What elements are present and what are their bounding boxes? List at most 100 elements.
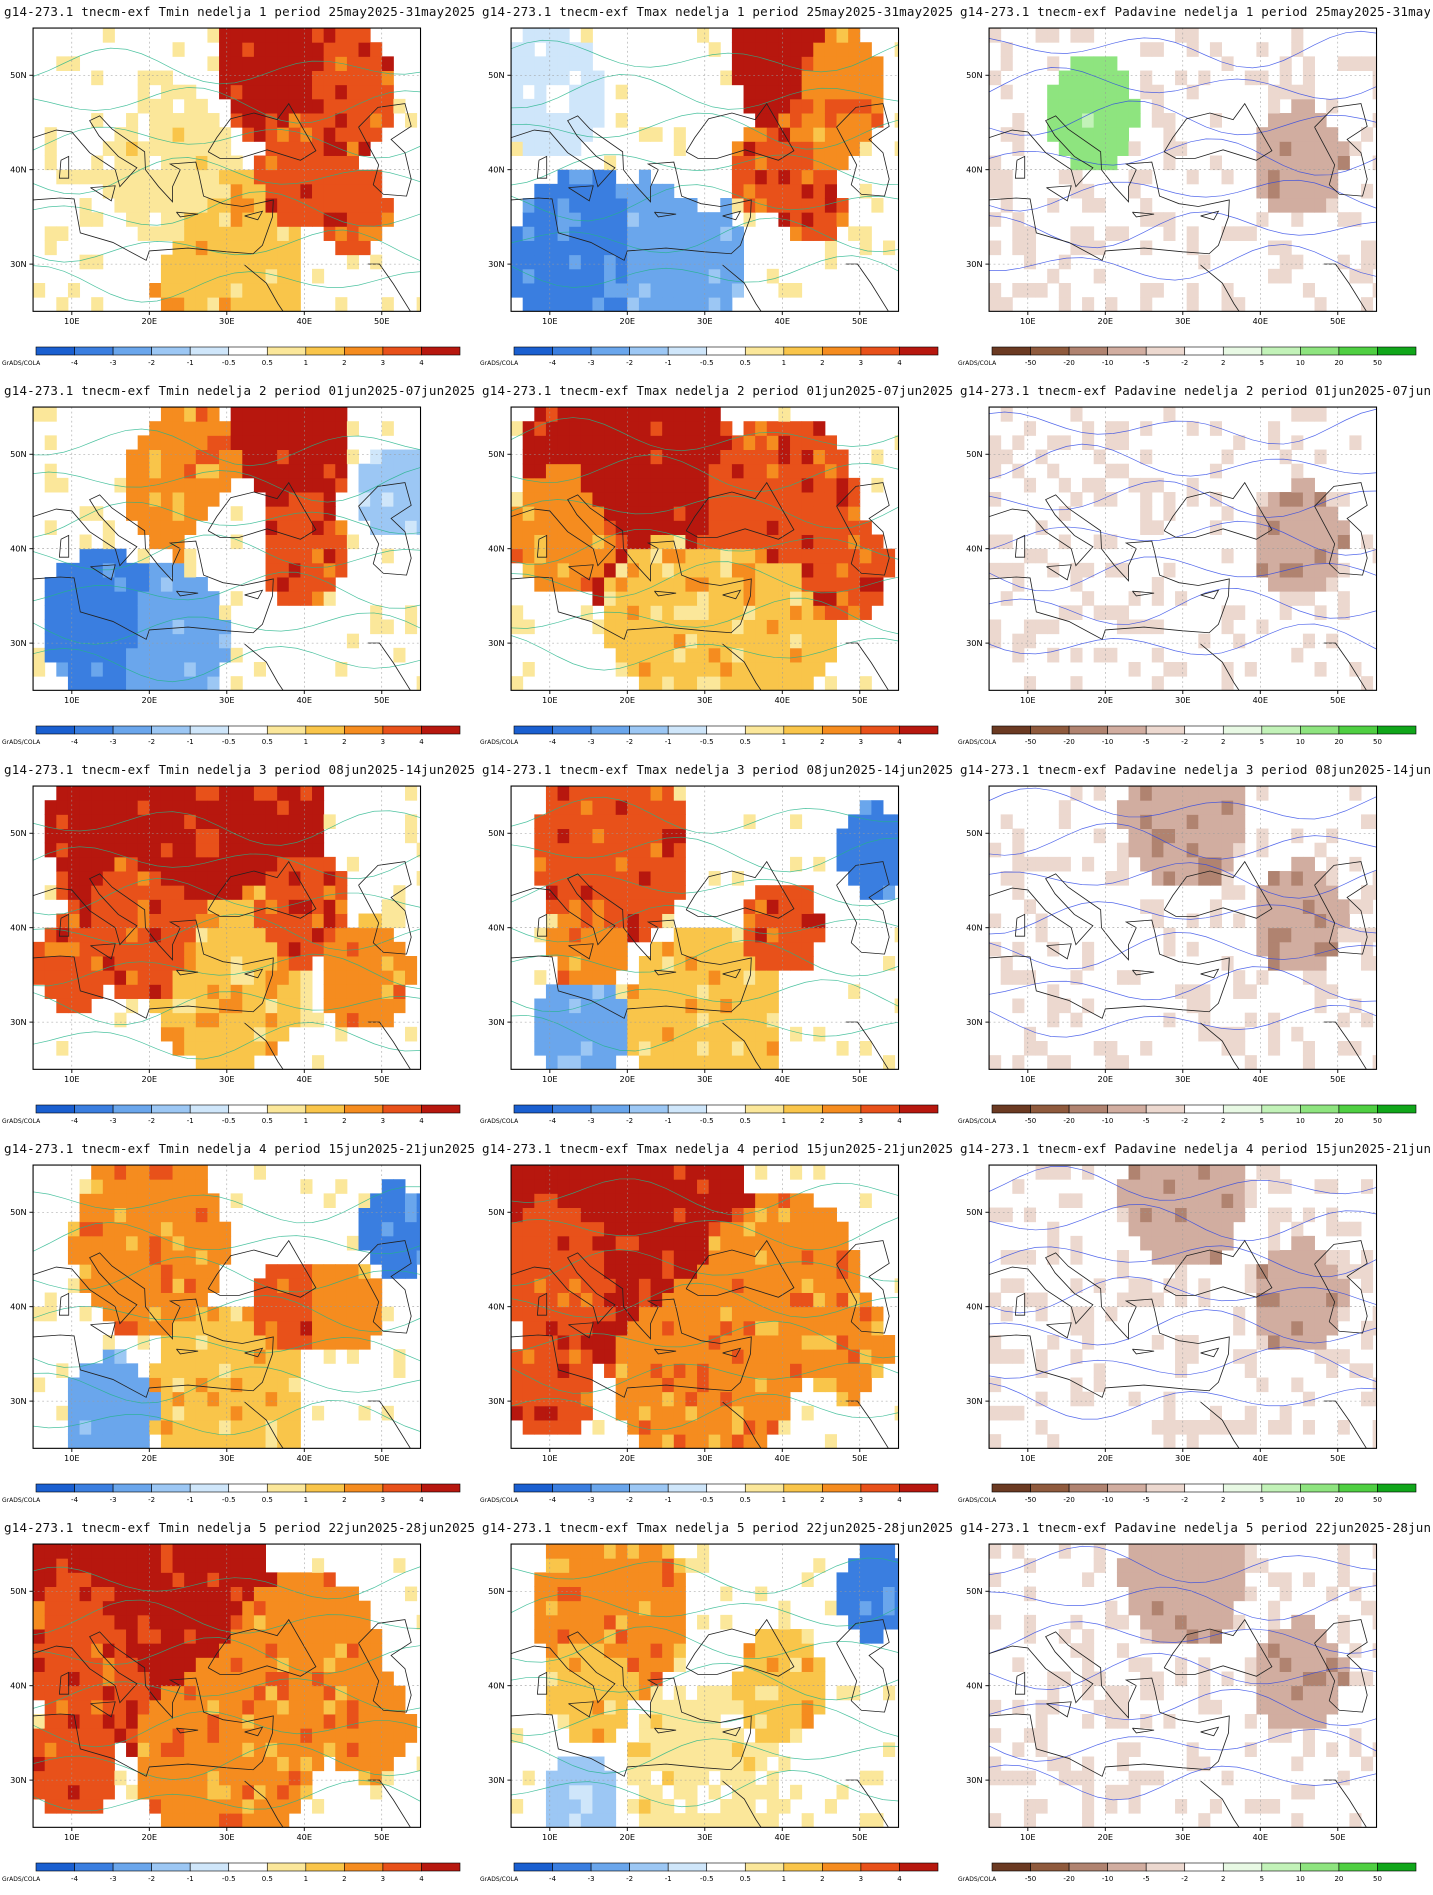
colorbar-label: -5 bbox=[1143, 1117, 1150, 1125]
colorbar-label: -1 bbox=[665, 1496, 672, 1504]
lon-tick-label: 10E bbox=[1020, 1074, 1036, 1084]
colorbar-label: -1 bbox=[187, 1875, 194, 1883]
lat-tick-label: 40N bbox=[488, 543, 505, 553]
colorbar-label: -4 bbox=[71, 1496, 79, 1504]
map-panel: g14-273.1 tnecm-exf Tmin nedelja 3 perio… bbox=[0, 758, 478, 1137]
colorbar-swatch bbox=[822, 1862, 862, 1872]
colorbar-swatch bbox=[1184, 725, 1224, 735]
colorbar-label: -0.5 bbox=[222, 1117, 236, 1125]
colorbar-swatch bbox=[1338, 1104, 1378, 1114]
colorbar-label: -4 bbox=[71, 1875, 79, 1883]
colorbar-swatch bbox=[899, 1862, 939, 1872]
colorbar-swatch bbox=[706, 725, 746, 735]
colorbar-label: 4 bbox=[897, 1496, 902, 1504]
lon-tick-label: 20E bbox=[1097, 695, 1113, 705]
colorbar-swatch bbox=[629, 1483, 669, 1493]
colorbar-label: -2 bbox=[1181, 1875, 1188, 1883]
colorbar: -4 -3 -2 -1 -0.5 0.5 1 2 3 4 GrADS/COLA bbox=[2, 1862, 461, 1883]
colorbar-swatch bbox=[1068, 725, 1108, 735]
lon-tick-label: 50E bbox=[1330, 1074, 1346, 1084]
lon-tick-label: 30E bbox=[219, 695, 235, 705]
colorbar-swatch bbox=[899, 1483, 939, 1493]
lon-tick-label: 40E bbox=[296, 1074, 312, 1084]
colorbar-label: -3 bbox=[588, 1117, 595, 1125]
colorbar-label: -2 bbox=[1181, 1496, 1188, 1504]
lat-tick-label: 50N bbox=[488, 1207, 505, 1217]
colorbar-swatch bbox=[382, 725, 422, 735]
lat-tick-label: 30N bbox=[10, 638, 27, 648]
colorbar-swatch bbox=[744, 725, 785, 735]
lon-tick-label: 50E bbox=[1330, 1453, 1346, 1463]
colorbar-label: 4 bbox=[419, 738, 424, 746]
shaded-field bbox=[511, 1165, 899, 1449]
colorbar-swatch bbox=[744, 346, 785, 356]
grads-credit: GrADS/COLA bbox=[480, 360, 519, 367]
colorbar-swatch bbox=[860, 725, 900, 735]
colorbar-swatch bbox=[1377, 1104, 1417, 1114]
lon-tick-label: 50E bbox=[852, 1074, 868, 1084]
colorbar-swatch bbox=[266, 346, 307, 356]
colorbar-swatch bbox=[783, 346, 823, 356]
colorbar-swatch bbox=[228, 1104, 268, 1114]
colorbar: -4 -3 -2 -1 -0.5 0.5 1 2 3 4 GrADS/COLA bbox=[480, 1483, 939, 1504]
grads-credit: GrADS/COLA bbox=[2, 1876, 41, 1883]
colorbar-swatch bbox=[35, 346, 75, 356]
colorbar-swatch bbox=[382, 1483, 422, 1493]
colorbar-swatch bbox=[991, 725, 1031, 735]
lon-tick-label: 30E bbox=[219, 316, 235, 326]
lat-tick-label: 50N bbox=[966, 828, 983, 838]
colorbar-swatch bbox=[305, 346, 345, 356]
lat-tick-label: 30N bbox=[10, 1775, 27, 1785]
colorbar-label: 4 bbox=[897, 738, 902, 746]
colorbar-swatch bbox=[1222, 1104, 1263, 1114]
colorbar-label: 50 bbox=[1373, 1496, 1382, 1504]
lon-tick-label: 50E bbox=[374, 1074, 390, 1084]
colorbar-label: 4 bbox=[897, 359, 902, 367]
colorbar-swatch bbox=[421, 1862, 461, 1872]
colorbar-label: -2 bbox=[148, 738, 155, 746]
colorbar-label: -1 bbox=[187, 1117, 194, 1125]
colorbar: -50 -20 -10 -5 -2 2 5 10 20 50 GrADS/COLA bbox=[958, 1862, 1417, 1883]
colorbar-label: -0.5 bbox=[700, 738, 714, 746]
shaded-field bbox=[511, 786, 899, 1070]
colorbar-label: -5 bbox=[1143, 738, 1150, 746]
shaded-field bbox=[511, 407, 899, 691]
colorbar-swatch bbox=[189, 1483, 230, 1493]
map-plot: 10E 20E 30E 40E 50E 30N 40N 50N bbox=[966, 27, 1378, 326]
lat-tick-label: 40N bbox=[488, 1680, 505, 1690]
colorbar: -4 -3 -2 -1 -0.5 0.5 1 2 3 4 GrADS/COLA bbox=[2, 1104, 461, 1125]
colorbar-label: 4 bbox=[419, 1496, 424, 1504]
grads-credit: GrADS/COLA bbox=[958, 1118, 997, 1125]
panel-title: g14-273.1 tnecm-exf Padavine nedelja 4 p… bbox=[960, 1141, 1430, 1156]
colorbar-swatch bbox=[1145, 346, 1186, 356]
colorbar-swatch bbox=[590, 1862, 630, 1872]
panel-title: g14-273.1 tnecm-exf Tmin nedelja 2 perio… bbox=[4, 383, 474, 398]
shaded-field bbox=[989, 1165, 1377, 1449]
colorbar-label: -3 bbox=[110, 1875, 117, 1883]
panel-title: g14-273.1 tnecm-exf Tmin nedelja 4 perio… bbox=[4, 1141, 474, 1156]
colorbar-swatch bbox=[513, 346, 553, 356]
colorbar-swatch bbox=[991, 346, 1031, 356]
colorbar-swatch bbox=[552, 1862, 592, 1872]
colorbar-label: -0.5 bbox=[222, 738, 236, 746]
colorbar-swatch bbox=[1068, 1104, 1108, 1114]
lon-tick-label: 30E bbox=[697, 695, 713, 705]
colorbar-swatch bbox=[1300, 1104, 1340, 1114]
colorbar-swatch bbox=[991, 1104, 1031, 1114]
lon-tick-label: 50E bbox=[1330, 695, 1346, 705]
colorbar-swatch bbox=[783, 1862, 823, 1872]
colorbar-label: -0.5 bbox=[700, 1117, 714, 1125]
lat-tick-label: 30N bbox=[10, 1396, 27, 1406]
colorbar-label: 3 bbox=[859, 1496, 863, 1504]
colorbar-label: 0.5 bbox=[262, 1117, 273, 1125]
colorbar-label: -1 bbox=[187, 359, 194, 367]
colorbar-swatch bbox=[783, 1104, 823, 1114]
map-panel: g14-273.1 tnecm-exf Tmin nedelja 5 perio… bbox=[0, 1516, 478, 1895]
colorbar-label: 2 bbox=[1221, 1117, 1225, 1125]
colorbar-label: -3 bbox=[110, 1117, 117, 1125]
lat-tick-label: 30N bbox=[966, 1396, 983, 1406]
colorbar-swatch bbox=[590, 1483, 630, 1493]
colorbar-swatch bbox=[552, 1104, 592, 1114]
colorbar-label: 4 bbox=[897, 1875, 902, 1883]
colorbar-label: -4 bbox=[549, 1496, 557, 1504]
